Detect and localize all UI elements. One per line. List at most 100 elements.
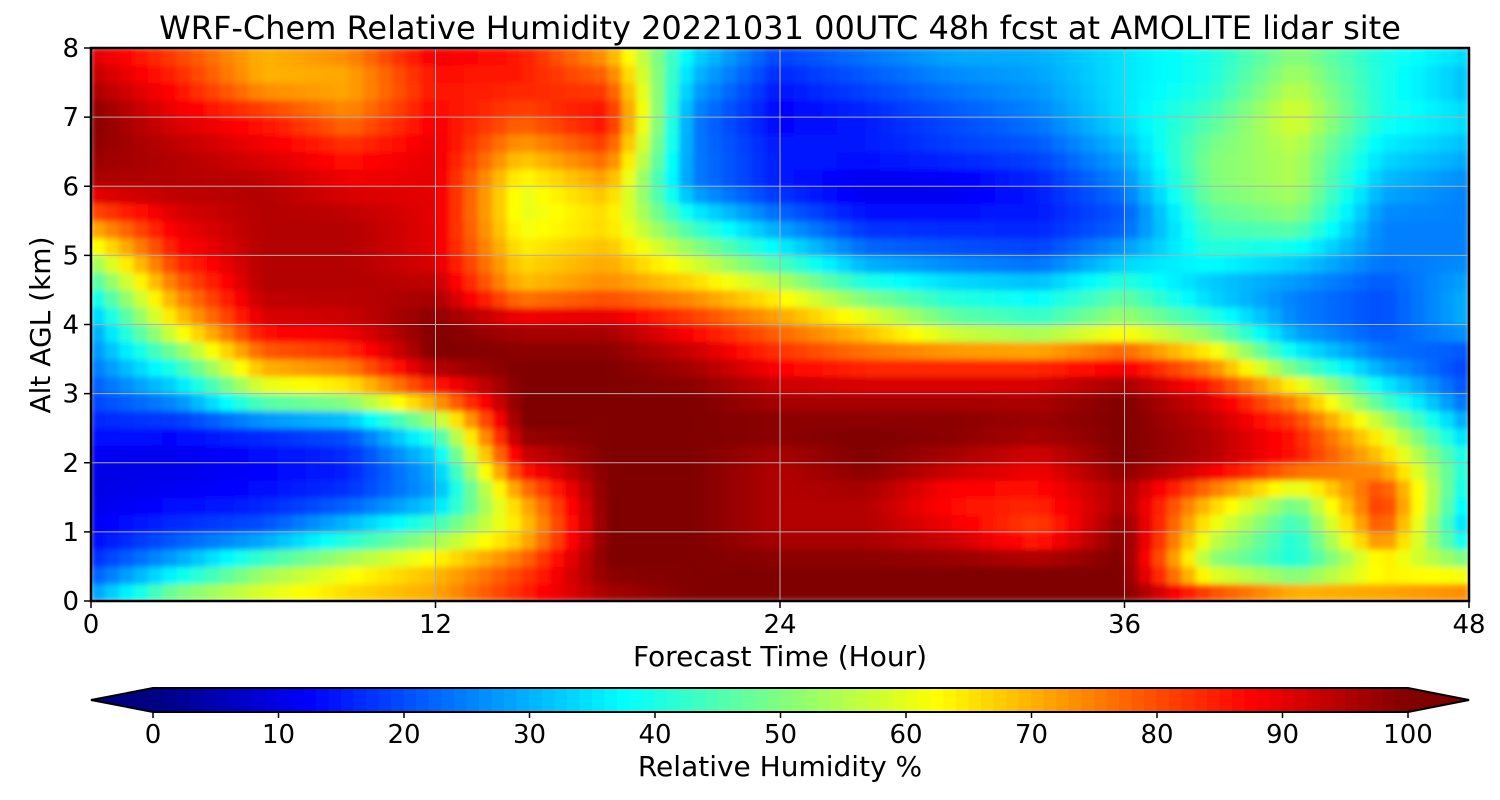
heatmap-cell: [162, 444, 178, 464]
heatmap-cell: [1023, 479, 1039, 498]
heatmap-cell: [707, 427, 724, 446]
heatmap-cell: [1066, 410, 1082, 429]
heatmap-cell: [1152, 168, 1169, 187]
heatmap-cell: [1339, 133, 1355, 153]
heatmap-cell: [1152, 289, 1169, 308]
heatmap-cell: [449, 289, 465, 308]
heatmap-cell: [994, 324, 1011, 343]
heatmap-cell: [707, 133, 724, 153]
heatmap-cell: [966, 341, 982, 360]
y-tick-label: 5: [62, 241, 79, 271]
heatmap-cell: [1267, 583, 1283, 601]
heatmap-cell: [937, 99, 953, 118]
heatmap-cell: [1138, 548, 1154, 567]
heatmap-cell: [1052, 203, 1068, 222]
heatmap-cell: [219, 203, 236, 222]
heatmap-cell: [190, 444, 207, 464]
heatmap-cell: [219, 393, 236, 412]
colorbar-segment: [202, 688, 217, 712]
heatmap-cell: [621, 168, 637, 187]
heatmap-cell: [1353, 341, 1370, 360]
heatmap-cell: [1109, 168, 1125, 187]
heatmap-cell: [1281, 220, 1298, 239]
heatmap-cell: [549, 203, 566, 222]
heatmap-cell: [1210, 548, 1226, 567]
heatmap-cell: [578, 514, 594, 533]
heatmap-cell: [133, 341, 149, 360]
heatmap-cell: [219, 237, 236, 256]
heatmap-cell: [808, 462, 824, 481]
heatmap-cell: [664, 324, 681, 343]
heatmap-cell: [363, 341, 379, 360]
heatmap-cell: [722, 99, 738, 118]
heatmap-cell: [1037, 220, 1054, 239]
heatmap-cell: [1095, 514, 1111, 533]
heatmap-cell: [1281, 133, 1298, 153]
heatmap-cell: [277, 341, 293, 360]
heatmap-cell: [1037, 116, 1054, 135]
heatmap-cell: [994, 203, 1011, 222]
heatmap-cell: [1439, 306, 1456, 325]
heatmap-cell: [119, 99, 135, 118]
heatmap-cell: [521, 583, 537, 601]
heatmap-cell: [1267, 358, 1283, 377]
heatmap-cell: [1195, 254, 1212, 274]
heatmap-cell: [851, 531, 867, 550]
colorbar-extend-high: [1408, 688, 1469, 712]
heatmap-cell: [176, 220, 192, 239]
heatmap-cell: [966, 375, 982, 395]
heatmap-cell: [435, 203, 451, 222]
heatmap-cell: [1037, 583, 1054, 601]
heatmap-cell: [1224, 64, 1240, 84]
heatmap-cell: [1238, 254, 1255, 274]
colorbar-segment: [730, 688, 744, 712]
heatmap-cell: [1238, 324, 1255, 343]
heatmap-cell: [320, 237, 336, 256]
heatmap-cell: [320, 427, 336, 446]
heatmap-cell: [348, 99, 365, 118]
heatmap-cell: [937, 254, 953, 274]
heatmap-cell: [908, 496, 925, 516]
heatmap-cell: [478, 82, 494, 101]
heatmap-cell: [607, 82, 623, 101]
heatmap-cell: [190, 237, 207, 256]
heatmap-cell: [147, 565, 164, 585]
heatmap-cell: [391, 203, 408, 222]
heatmap-cell: [478, 306, 494, 325]
heatmap-cell: [607, 444, 623, 464]
heatmap-cell: [262, 237, 279, 256]
heatmap-cell: [248, 444, 264, 464]
heatmap-cell: [923, 479, 939, 498]
heatmap-cell: [463, 237, 480, 256]
heatmap-cell: [1167, 479, 1183, 498]
heatmap-cell: [320, 462, 336, 481]
heatmap-cell: [377, 427, 393, 446]
heatmap-cell: [133, 168, 149, 187]
heatmap-cell: [1195, 583, 1212, 601]
heatmap-cell: [492, 358, 508, 377]
heatmap-cell: [722, 427, 738, 446]
heatmap-cell: [1124, 48, 1140, 66]
heatmap-cell: [736, 64, 752, 84]
heatmap-cell: [1411, 151, 1427, 170]
heatmap-cell: [750, 289, 767, 308]
heatmap-cell: [262, 444, 279, 464]
heatmap-cell: [1310, 583, 1326, 601]
heatmap-cell: [736, 531, 752, 550]
heatmap-cell: [1095, 272, 1111, 291]
heatmap-cell: [951, 548, 968, 567]
heatmap-cell: [808, 324, 824, 343]
heatmap-cell: [621, 133, 637, 153]
colorbar-segment: [679, 688, 693, 712]
heatmap-cell: [133, 237, 149, 256]
heatmap-cell: [980, 151, 996, 170]
heatmap-cell: [305, 203, 322, 222]
heatmap-cell: [808, 479, 824, 498]
colorbar-segment: [1106, 688, 1120, 712]
heatmap-cell: [1152, 237, 1169, 256]
heatmap-cell: [535, 565, 551, 585]
heatmap-cell: [1138, 151, 1154, 170]
heatmap-cell: [894, 393, 910, 412]
heatmap-cell: [119, 531, 135, 550]
heatmap-cell: [1080, 254, 1097, 274]
